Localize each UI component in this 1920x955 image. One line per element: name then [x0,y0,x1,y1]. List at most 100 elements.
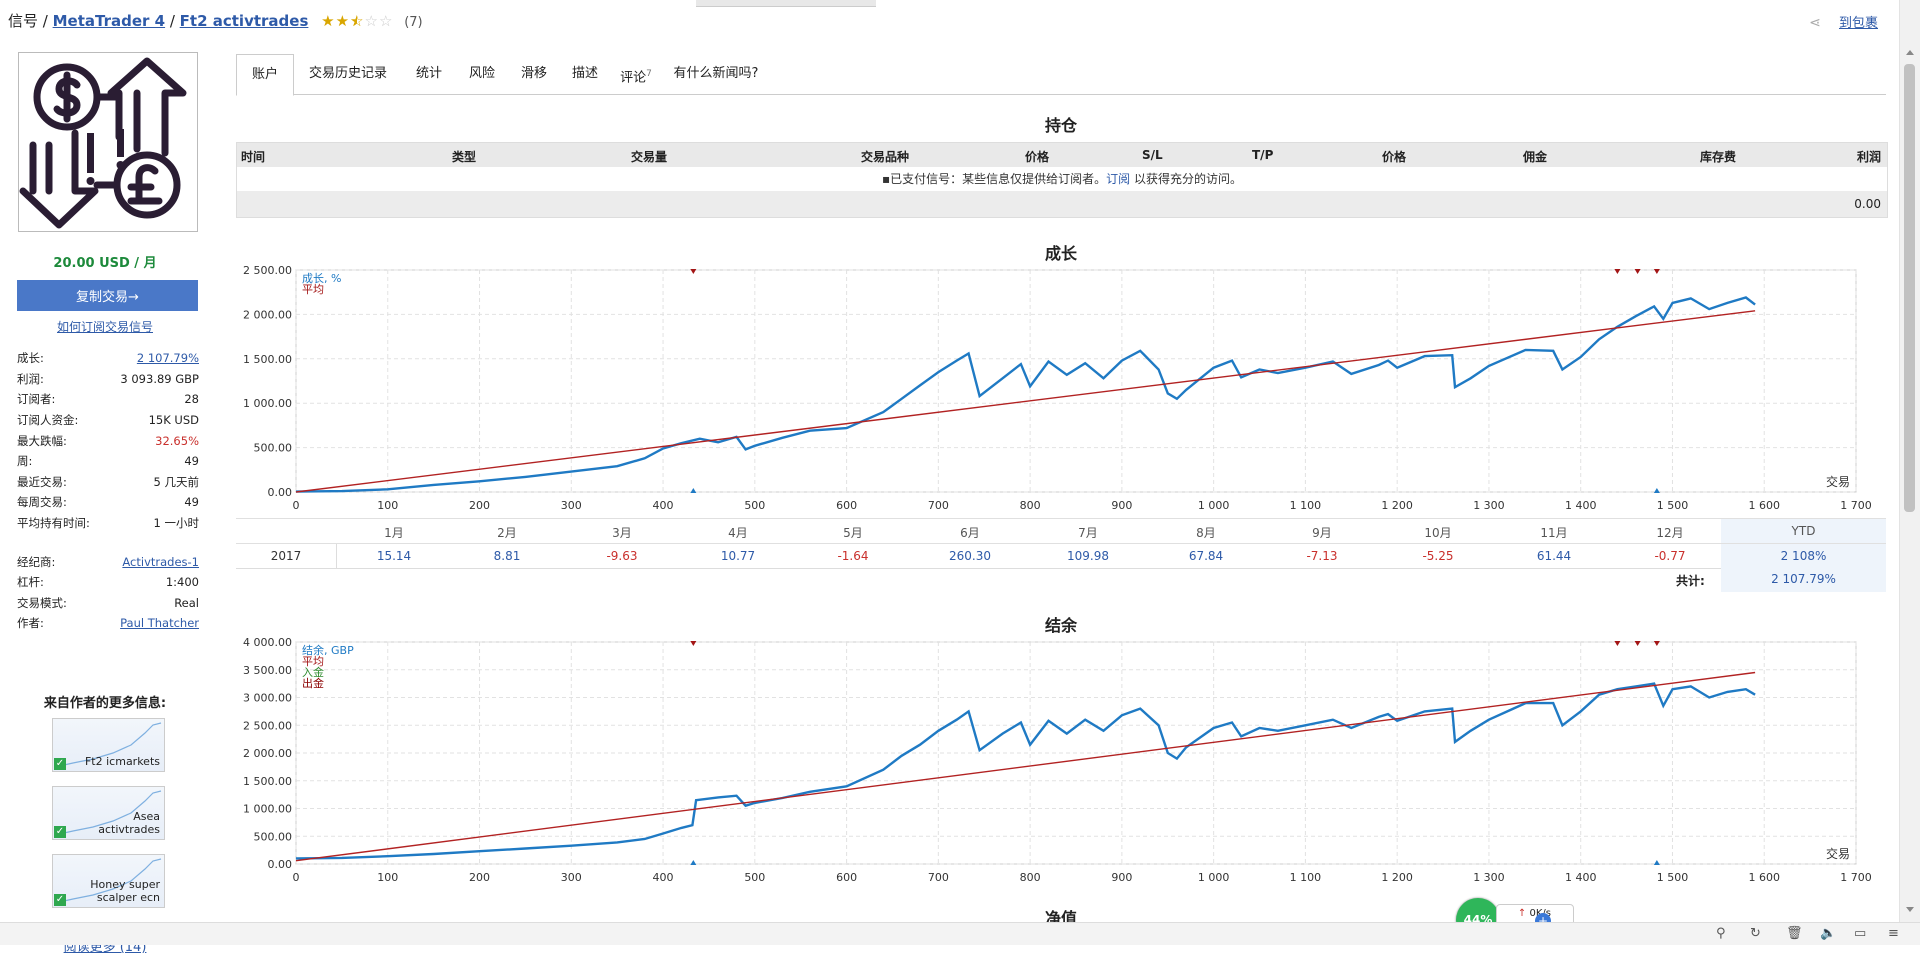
positions-column-header[interactable]: 佣金 [1523,150,1548,164]
scroll-down-icon[interactable] [1906,907,1914,912]
y-tick-label: 1 000.00 [243,397,292,410]
copy-trades-button[interactable]: 复制交易→ [17,280,198,311]
x-tick-label: 1 200 [1381,499,1413,512]
x-tick-label: 1 700 [1840,871,1872,884]
deposit-marker[interactable] [1653,860,1660,865]
page-scrollbar[interactable] [1899,0,1920,930]
volume-icon[interactable]: 🔈 [1820,926,1837,941]
withdrawal-marker[interactable] [1634,641,1641,646]
stat-row: 订阅人资金: 15K USD [17,410,199,431]
tab-2[interactable]: 统计 [406,54,452,94]
month-header: 11月 [1540,526,1568,540]
x-tick-label: 1 000 [1198,871,1230,884]
tab-label: 统计 [415,66,442,81]
growth-title: 成长 [1044,244,1077,263]
y-tick-label: 3 500.00 [243,664,292,677]
x-tick-label: 0 [293,499,300,512]
tab-3[interactable]: 风险 [460,54,504,94]
breadcrumb-signal-link[interactable]: Ft2 activtrades [179,12,309,30]
positions-column-header[interactable]: 时间 [241,150,266,164]
stat-value[interactable]: 2 107.79% [136,351,199,366]
x-tick-label: 600 [836,499,857,512]
pin-icon[interactable]: ⚲ [1716,926,1726,941]
tab-6[interactable]: 评论7 [612,54,660,94]
subscribe-link[interactable]: 订阅 [1106,172,1131,186]
withdrawal-marker[interactable] [1653,641,1660,646]
x-tick-label: 1 500 [1657,499,1689,512]
y-tick-label: 0.00 [268,486,293,499]
month-header: 6月 [960,526,980,540]
stat-label: 平均持有时间: [17,516,90,531]
withdrawal-marker[interactable] [1653,269,1660,274]
stat-value: 1 一小时 [153,516,199,531]
withdrawal-marker[interactable] [1634,269,1641,274]
author-signal-card[interactable]: Ft2 icmarkets ✓ [52,718,165,772]
go-to-package-link[interactable]: 到包裹 [1838,16,1878,31]
stat-label: 作者: [17,616,44,631]
deposit-marker[interactable] [690,488,697,493]
months-values-row: 2017 15.14 8.81 -9.63 10.77 -1.64 260.30 109.98… [236,543,1886,569]
tab-4[interactable]: 滑移 [510,54,558,94]
positions-column-header[interactable]: 利润 [1856,150,1881,164]
scroll-up-icon[interactable] [1906,50,1914,55]
x-tick-label: 1 600 [1748,499,1780,512]
positions-column-header[interactable]: S/L [1142,148,1163,162]
trash-icon[interactable]: 🗑 [1786,926,1803,941]
positions-column-header[interactable]: 价格 [1025,150,1050,164]
system-taskbar: ⚲ ↻ 🗑 🔈 ▭ ≡ [0,922,1920,945]
x-tick-label: 1 400 [1565,871,1597,884]
tab-7[interactable]: 有什么新闻吗? [666,54,766,94]
deposit-marker[interactable] [1653,488,1660,493]
stat-label: 订阅人资金: [17,413,79,428]
month-header: 2月 [497,526,517,540]
stat-value[interactable]: Activtrades-1 [122,554,199,569]
withdrawal-marker[interactable] [690,641,697,646]
breadcrumb-separator: / [165,12,180,30]
positions-column-header[interactable]: 库存费 [1700,150,1737,164]
positions-column-header[interactable]: 类型 [452,150,477,164]
month-header: 5月 [843,526,863,540]
rating-count[interactable]: (7) [404,15,423,30]
x-tick-label: 800 [1020,499,1041,512]
author-signal-card[interactable]: Honey super scalper ecn ✓ [52,854,165,908]
window-icon[interactable]: ▭ [1854,926,1867,941]
withdrawal-marker[interactable] [690,269,697,274]
currency-exchange-icon [19,57,187,229]
stat-value[interactable]: Paul Thatcher [120,616,199,631]
scrollbar-thumb[interactable] [1904,64,1915,512]
breadcrumb-platform-link[interactable]: MetaTrader 4 [52,12,166,30]
how-to-subscribe-link[interactable]: 如何订阅交易信号 [56,320,153,334]
positions-column-header[interactable]: 交易品种 [861,150,910,164]
positions-column-header[interactable]: T/P [1252,148,1274,162]
tab-0[interactable]: 账户 [236,54,294,96]
stat-label: 经纪商: [17,554,56,569]
y-tick-label: 2 000.00 [243,308,292,321]
month-value: 260.30 [949,549,991,563]
tab-1[interactable]: 交易历史记录 [298,54,398,94]
legend-entry: 结余, GBP [302,643,354,657]
share-icon[interactable]: ⋖ [1809,15,1821,31]
tab-5[interactable]: 描述 [564,54,606,94]
growth-total-value: 2 107.79% [1721,566,1886,592]
positions-column-header[interactable]: 交易量 [631,150,668,164]
y-tick-label: 2 500.00 [243,719,292,732]
author-signal-card[interactable]: Asea activtrades ✓ [52,786,165,840]
tab-label: 风险 [468,66,495,81]
withdrawal-marker[interactable] [1614,641,1621,646]
stat-value: 5 几天前 [153,474,199,489]
x-tick-label: 500 [744,499,765,512]
top-bar: 信号 / MetaTrader 4 / Ft2 activtrades ★★☆★… [0,0,1900,42]
deposit-marker[interactable] [690,860,697,865]
positions-column-header[interactable]: 价格 [1382,150,1407,164]
refresh-icon[interactable]: ↻ [1750,926,1761,941]
month-value: 8.81 [493,549,521,563]
withdrawal-marker[interactable] [1614,269,1621,274]
month-value: 109.98 [1067,549,1109,563]
x-tick-label: 1 100 [1290,499,1322,512]
y-tick-label: 1 000.00 [243,803,292,816]
stat-row: 成长: 2 107.79% [17,348,199,369]
breadcrumb-root[interactable]: 信号 [8,12,39,30]
stat-row: 周: 49 [17,451,199,472]
menu-icon[interactable]: ≡ [1888,926,1899,941]
balance-chart: 0 100 200 300 400 500 600 700 800 900 1 000 1 100 1 … [243,636,1872,884]
